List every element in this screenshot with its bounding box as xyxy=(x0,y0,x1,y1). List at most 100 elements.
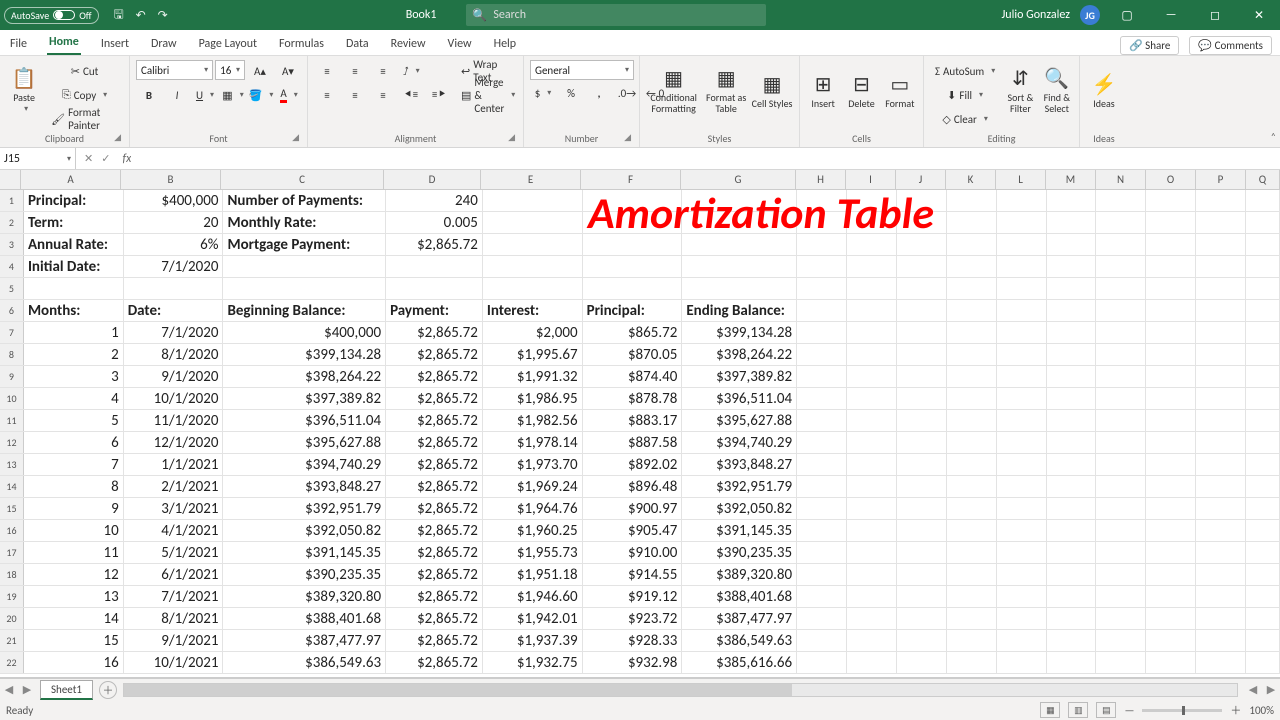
cell-Q1[interactable] xyxy=(1246,190,1280,211)
normal-view-button[interactable]: ▦ xyxy=(1040,702,1060,718)
cell-M20[interactable] xyxy=(1047,608,1097,629)
cell-D22[interactable]: $2,865.72 xyxy=(386,652,483,673)
cell-C19[interactable]: $389,320.80 xyxy=(223,586,386,607)
cell-O19[interactable] xyxy=(1146,586,1196,607)
cell-A16[interactable]: 10 xyxy=(24,520,124,541)
cell-F12[interactable]: $887.58 xyxy=(583,432,683,453)
scroll-left-icon[interactable]: ◀ xyxy=(1244,683,1262,696)
cell-O12[interactable] xyxy=(1146,432,1196,453)
cell-H12[interactable] xyxy=(797,432,847,453)
cell-B6[interactable]: Date: xyxy=(124,300,224,321)
tab-view[interactable]: View xyxy=(446,33,474,55)
col-header-I[interactable]: I xyxy=(846,170,896,189)
cell-H9[interactable] xyxy=(797,366,847,387)
row-header[interactable]: 6 xyxy=(0,300,24,321)
cell-L6[interactable] xyxy=(997,300,1047,321)
cell-A11[interactable]: 5 xyxy=(24,410,124,431)
ribbon-display-icon[interactable]: ▢ xyxy=(1110,1,1144,29)
cell-H17[interactable] xyxy=(797,542,847,563)
align-middle-button[interactable]: ≡ xyxy=(342,60,368,82)
cell-K12[interactable] xyxy=(947,432,997,453)
cell-P1[interactable] xyxy=(1196,190,1246,211)
cell-K3[interactable] xyxy=(947,234,997,255)
cell-B18[interactable]: 6/1/2021 xyxy=(124,564,224,585)
close-icon[interactable]: ✕ xyxy=(1242,1,1276,29)
cell-L8[interactable] xyxy=(997,344,1047,365)
cell-O18[interactable] xyxy=(1146,564,1196,585)
col-header-B[interactable]: B xyxy=(121,170,221,189)
cell-M5[interactable] xyxy=(1047,278,1097,299)
save-icon[interactable]: 🖫 xyxy=(111,7,127,23)
cell-J15[interactable] xyxy=(897,498,947,519)
cell-L19[interactable] xyxy=(997,586,1047,607)
cell-M15[interactable] xyxy=(1047,498,1097,519)
horizontal-scrollbar[interactable] xyxy=(123,683,1238,697)
cell-G8[interactable]: $398,264.22 xyxy=(682,344,797,365)
cell-P11[interactable] xyxy=(1196,410,1246,431)
cell-F16[interactable]: $905.47 xyxy=(583,520,683,541)
page-break-view-button[interactable]: ▤ xyxy=(1096,702,1116,718)
cell-G12[interactable]: $394,740.29 xyxy=(682,432,797,453)
row-header[interactable]: 7 xyxy=(0,322,24,343)
cell-L10[interactable] xyxy=(997,388,1047,409)
sheet-nav-next-icon[interactable]: ▶ xyxy=(18,683,36,696)
cell-I12[interactable] xyxy=(847,432,897,453)
cell-E17[interactable]: $1,955.73 xyxy=(483,542,583,563)
fill-button[interactable]: ⬇Fill▾ xyxy=(930,84,1000,106)
zoom-in-button[interactable]: ＋ xyxy=(1230,702,1241,718)
clear-button[interactable]: ◇Clear▾ xyxy=(930,108,1000,130)
cell-D9[interactable]: $2,865.72 xyxy=(386,366,483,387)
cell-K10[interactable] xyxy=(947,388,997,409)
tab-review[interactable]: Review xyxy=(389,33,428,55)
cell-K5[interactable] xyxy=(947,278,997,299)
cell-E21[interactable]: $1,937.39 xyxy=(483,630,583,651)
cell-M11[interactable] xyxy=(1047,410,1097,431)
cell-P22[interactable] xyxy=(1196,652,1246,673)
cell-P13[interactable] xyxy=(1196,454,1246,475)
number-format-select[interactable]: General▾ xyxy=(530,60,634,80)
cell-J1[interactable] xyxy=(897,190,947,211)
cell-M4[interactable] xyxy=(1047,256,1097,277)
cell-I21[interactable] xyxy=(847,630,897,651)
cell-O4[interactable] xyxy=(1146,256,1196,277)
cell-Q3[interactable] xyxy=(1246,234,1280,255)
cell-D11[interactable]: $2,865.72 xyxy=(386,410,483,431)
cell-B21[interactable]: 9/1/2021 xyxy=(124,630,224,651)
cell-B14[interactable]: 2/1/2021 xyxy=(124,476,224,497)
cell-F1[interactable] xyxy=(583,190,683,211)
cell-N9[interactable] xyxy=(1096,366,1146,387)
dialog-launcher-icon[interactable]: ◢ xyxy=(292,132,299,143)
formula-input[interactable] xyxy=(131,148,1280,169)
insert-cells-button[interactable]: ⊞Insert xyxy=(806,60,840,122)
cell-L1[interactable] xyxy=(997,190,1047,211)
cell-N17[interactable] xyxy=(1096,542,1146,563)
cell-B19[interactable]: 7/1/2021 xyxy=(124,586,224,607)
cell-G2[interactable] xyxy=(682,212,797,233)
cell-Q7[interactable] xyxy=(1246,322,1280,343)
cell-L3[interactable] xyxy=(997,234,1047,255)
row-header[interactable]: 19 xyxy=(0,586,24,607)
copy-button[interactable]: ⎘Copy▾ xyxy=(46,84,123,106)
tab-insert[interactable]: Insert xyxy=(99,33,131,55)
col-header-Q[interactable]: Q xyxy=(1246,170,1280,189)
cell-L21[interactable] xyxy=(997,630,1047,651)
cell-A14[interactable]: 8 xyxy=(24,476,124,497)
row-header[interactable]: 1 xyxy=(0,190,24,211)
cell-H3[interactable] xyxy=(797,234,847,255)
cell-F11[interactable]: $883.17 xyxy=(583,410,683,431)
cell-F8[interactable]: $870.05 xyxy=(583,344,683,365)
cell-N13[interactable] xyxy=(1096,454,1146,475)
borders-button[interactable]: ▦▾ xyxy=(220,84,246,106)
cell-L13[interactable] xyxy=(997,454,1047,475)
search-box[interactable]: 🔍 Search xyxy=(466,4,766,26)
cell-H11[interactable] xyxy=(797,410,847,431)
cell-F7[interactable]: $865.72 xyxy=(583,322,683,343)
cell-P4[interactable] xyxy=(1196,256,1246,277)
cell-E1[interactable] xyxy=(483,190,583,211)
cell-A15[interactable]: 9 xyxy=(24,498,124,519)
cell-I3[interactable] xyxy=(847,234,897,255)
cell-J5[interactable] xyxy=(897,278,947,299)
cell-D1[interactable]: 240 xyxy=(386,190,483,211)
cell-C11[interactable]: $396,511.04 xyxy=(223,410,386,431)
cell-A21[interactable]: 15 xyxy=(24,630,124,651)
